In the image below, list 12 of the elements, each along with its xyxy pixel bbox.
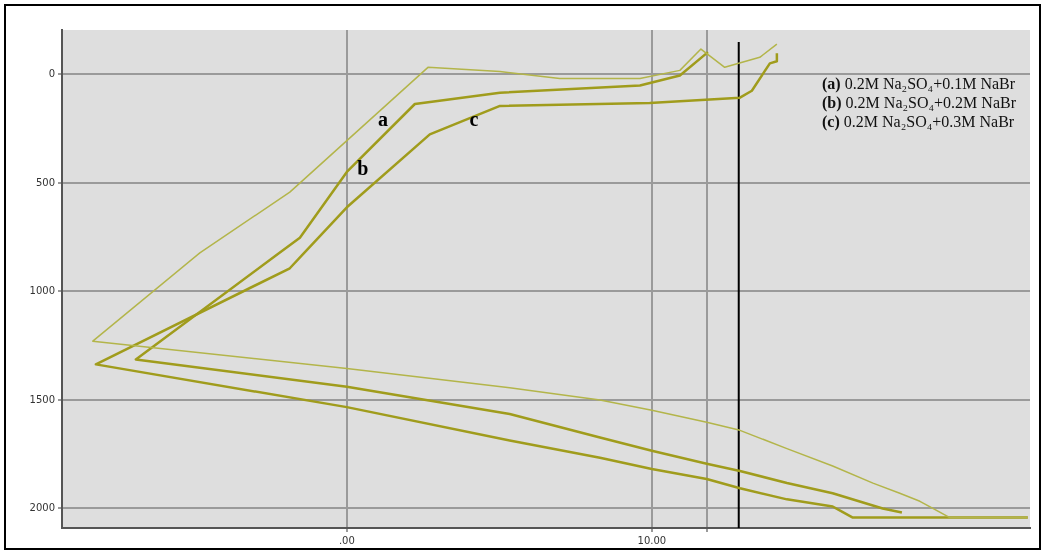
text: (a) 0.2M Na₂SO₄+0.1M NaBr <box>822 74 1016 93</box>
annotation: b <box>357 157 369 180</box>
text: (b) 0.2M Na₂SO₄+0.2M NaBr <box>822 93 1016 112</box>
annotation: a <box>377 107 388 130</box>
x-tick-label: 10.00 <box>637 534 667 546</box>
y-tick-label: 0 <box>48 68 55 80</box>
y-tick-label: 2000 <box>29 502 55 514</box>
x-tick-label: .00 <box>338 534 355 546</box>
text: (c) 0.2M Na₂SO₄+0.3M NaBr <box>822 112 1016 131</box>
y-tick-label: 1000 <box>29 285 55 297</box>
y-tick-label: 1500 <box>29 393 55 405</box>
y-tick-label: 500 <box>35 176 55 188</box>
